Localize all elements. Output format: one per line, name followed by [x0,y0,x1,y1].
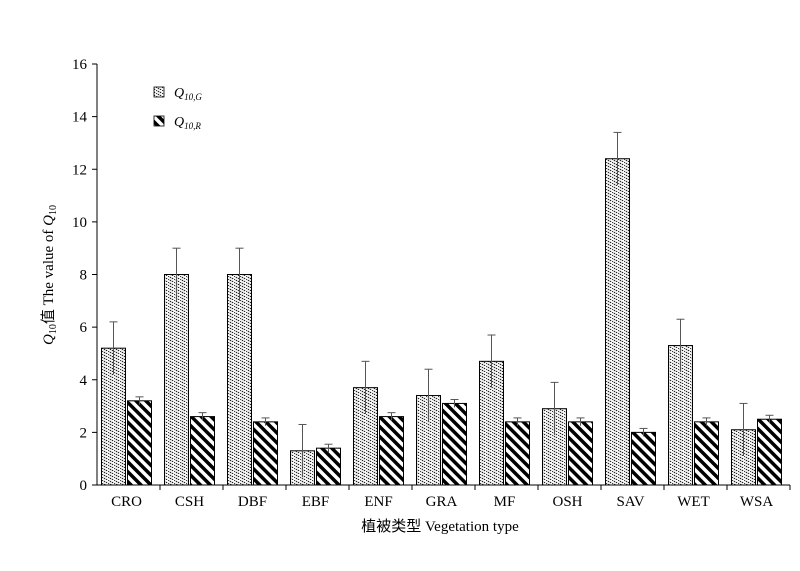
x-tick-label: MF [494,494,516,510]
y-tick-label: 14 [72,110,88,126]
legend: Q10,G Q10,R [153,86,202,131]
bar-q10r-ebf [316,447,341,486]
x-tick-label: CRO [111,494,142,510]
bar-q10g-dbf [227,274,252,486]
y-axis-label: Q10值 The value of Q10 [40,205,59,345]
bar-q10r-enf [379,416,404,486]
x-tick-label: CSH [175,494,204,510]
legend-label-r: Q10,R [174,115,201,131]
y-ticks: 0 2 4 6 8 10 12 14 16 [72,57,97,494]
bar-q10r-csh [190,416,215,486]
x-tick-label: SAV [616,494,644,510]
y-tick-label: 4 [80,373,88,389]
y-tick-label: 6 [80,320,88,336]
legend-swatch-r [153,115,165,127]
y-tick-label: 0 [80,478,88,494]
bar-q10r-cro [127,400,152,486]
bar-q10r-wsa [757,418,782,486]
y-tick-label: 8 [80,268,88,284]
bar-q10r-osh [568,421,593,486]
bar-q10g-csh [164,274,189,486]
bar-q10r-gra [442,402,467,486]
legend-swatch-g [153,86,165,98]
bar-q10g-sav [605,158,630,486]
x-tick-label: GRA [426,494,458,510]
y-tick-label: 2 [80,425,88,441]
x-tick-label: OSH [552,494,582,510]
x-tick-label: WSA [740,494,774,510]
legend-label-g: Q10,G [174,86,202,102]
x-tick-label: WET [677,494,709,510]
x-tick-label: DBF [238,494,267,510]
bar-q10r-dbf [253,421,278,486]
bar-q10r-sav [631,431,656,486]
bar-q10r-mf [505,421,530,486]
y-tick-label: 10 [72,215,87,231]
x-tick-label: ENF [364,494,392,510]
x-axis-label: 植被类型 Vegetation type [361,518,519,535]
y-tick-label: 12 [72,162,87,178]
bars [101,131,782,486]
x-ticks: CRO CSH DBF EBF ENF GRA MF OSH SAV WET WSA [111,485,791,510]
x-tick-label: EBF [302,494,330,510]
bar-q10r-wet [694,421,719,486]
y-tick-label: 16 [72,57,88,73]
